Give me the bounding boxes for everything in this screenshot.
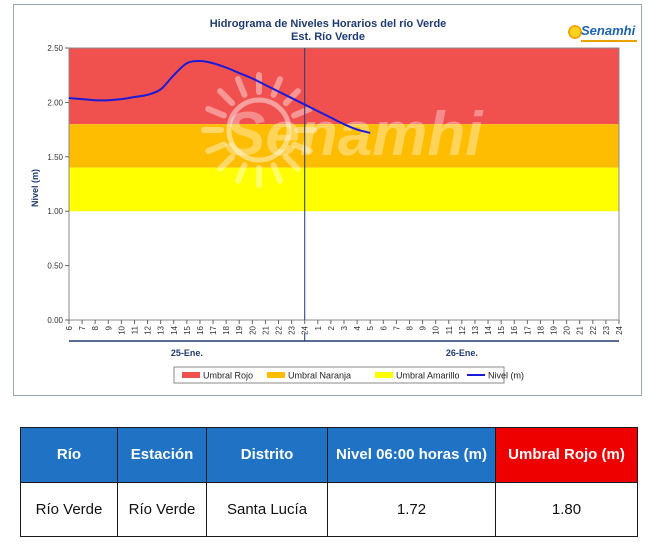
header-umbral-rojo: Umbral Rojo (m) (495, 427, 638, 483)
x-tick-label: 24 (615, 325, 624, 334)
x-tick-label: 17 (523, 325, 532, 334)
x-tick-label: 12 (144, 325, 153, 334)
x-tick-label: 21 (261, 325, 270, 334)
header-rio: Río (20, 427, 118, 483)
table-row: Río Verde Río Verde Santa Lucía 1.72 1.8… (20, 482, 638, 537)
legend-label-2: Umbral Amarillo (396, 371, 460, 381)
watermark-text: Senamhi (224, 100, 484, 169)
x-tick-label: 20 (563, 325, 572, 334)
legend-swatch-0 (182, 372, 200, 378)
watermark-sun-ray (291, 141, 313, 155)
x-tick-label: 6 (379, 325, 388, 330)
x-tick-label: 11 (445, 325, 454, 334)
table-header-row: Río Estación Distrito Nivel 06:00 horas … (20, 427, 638, 483)
watermark-sun-ray (205, 105, 227, 119)
x-tick-label: 5 (366, 325, 375, 330)
x-tick-label: 22 (275, 325, 284, 334)
watermark: Senamhi (201, 72, 484, 188)
x-tick-label: 19 (550, 325, 559, 334)
x-tick-label: 24 (301, 325, 310, 334)
x-tick-label: 4 (353, 325, 362, 330)
header-distrito: Distrito (206, 427, 328, 483)
legend-label-3: Nivel (m) (488, 371, 524, 381)
watermark-sun-ray (205, 141, 227, 155)
watermark-sun-ray (234, 76, 248, 98)
legend-label-1: Umbral Naranja (288, 371, 351, 381)
watermark-sun-ray (270, 76, 284, 98)
threshold-band-0 (69, 48, 619, 125)
y-tick-label: 1.50 (47, 153, 63, 162)
x-tick-label: 15 (183, 325, 192, 334)
x-tick-label: 21 (576, 325, 585, 334)
cell-distrito: Santa Lucía (206, 482, 328, 537)
chart-title: Hidrograma de Niveles Horarios del río V… (210, 18, 447, 30)
cell-estacion: Río Verde (117, 482, 207, 537)
cell-nivel: 1.72 (327, 482, 496, 537)
day-label: 25-Ene. (171, 348, 203, 358)
watermark-sun-ray (270, 162, 284, 184)
y-tick-label: 1.00 (47, 207, 63, 216)
cell-rio: Río Verde (20, 482, 118, 537)
y-tick-label: 0.50 (47, 262, 63, 271)
chart-frame: Hidrograma de Niveles Horarios del río V… (13, 4, 642, 396)
x-tick-label: 18 (536, 325, 545, 334)
x-tick-label: 8 (405, 325, 414, 330)
legend-swatch-2 (375, 372, 393, 378)
y-axis-title: Nivel (m) (30, 169, 40, 207)
watermark-sun-ray (234, 162, 248, 184)
threshold-band-1 (69, 124, 619, 168)
station-table: Río Estación Distrito Nivel 06:00 horas … (20, 427, 638, 537)
x-tick-label: 14 (170, 325, 179, 334)
legend-label-0: Umbral Rojo (203, 371, 253, 381)
chart-subtitle: Est. Río Verde (291, 31, 365, 43)
x-tick-label: 2 (327, 325, 336, 330)
series-line-nivel (68, 60, 371, 134)
x-tick-label: 7 (78, 325, 87, 330)
header-estacion: Estación (117, 427, 207, 483)
x-tick-label: 23 (602, 325, 611, 334)
x-tick-label: 18 (222, 325, 231, 334)
x-tick-label: 23 (288, 325, 297, 334)
logo-text: Senamhi (581, 23, 636, 38)
x-tick-label: 17 (209, 325, 218, 334)
x-tick-label: 15 (497, 325, 506, 334)
x-tick-label: 10 (117, 325, 126, 334)
legend-box (173, 366, 505, 384)
y-tick-label: 2.50 (47, 44, 63, 53)
sun-icon (567, 24, 583, 40)
x-tick-label: 14 (484, 325, 493, 334)
x-tick-label: 13 (471, 325, 480, 334)
x-tick-label: 11 (130, 325, 139, 334)
x-tick-label: 16 (510, 325, 519, 334)
x-tick-label: 13 (157, 325, 166, 334)
x-tick-label: 9 (419, 325, 428, 330)
header-nivel: Nivel 06:00 horas (m) (327, 427, 496, 483)
logo-underline (581, 40, 637, 42)
x-tick-label: 3 (340, 325, 349, 330)
senamhi-logo: Senamhi (567, 21, 639, 47)
x-tick-label: 16 (196, 325, 205, 334)
cell-umbral-rojo: 1.80 (495, 482, 638, 537)
watermark-sun-ray (282, 153, 301, 172)
watermark-sun-ray (217, 153, 236, 172)
x-tick-label: 8 (91, 325, 100, 330)
legend-swatch-1 (267, 372, 285, 378)
x-tick-label: 1 (314, 325, 323, 330)
x-tick-label: 12 (458, 325, 467, 334)
day-label: 26-Ene. (446, 348, 478, 358)
watermark-sun-ray (291, 105, 313, 119)
x-tick-label: 19 (235, 325, 244, 334)
y-tick-label: 2.00 (47, 98, 63, 107)
x-tick-label: 10 (432, 325, 441, 334)
watermark-sun-ray (217, 88, 236, 107)
x-tick-label: 22 (589, 325, 598, 334)
y-tick-label: 0.00 (47, 316, 63, 325)
threshold-band-2 (69, 167, 619, 212)
x-tick-label: 9 (104, 325, 113, 330)
x-tick-label: 6 (65, 325, 74, 330)
watermark-sun-icon (226, 97, 292, 163)
x-tick-label: 20 (248, 325, 257, 334)
hydrograph-chart: Hidrograma de Niveles Horarios del río V… (30, 18, 624, 384)
x-tick-label: 7 (392, 325, 401, 330)
